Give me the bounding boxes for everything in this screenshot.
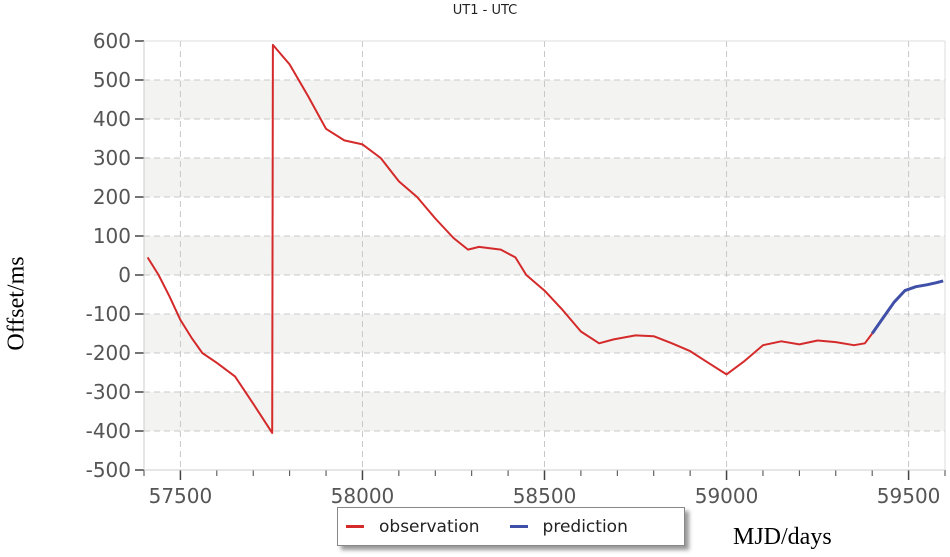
x-tick-label: 59500 — [877, 484, 941, 508]
x-tick-label: 58000 — [331, 484, 395, 508]
legend-item-prediction: prediction — [509, 516, 628, 537]
legend: observation prediction — [337, 507, 685, 546]
chart-title: UT1 - UTC — [452, 3, 518, 18]
y-tick-label: 0 — [118, 263, 131, 287]
legend-swatch-observation — [346, 525, 364, 528]
series-line-observation — [146, 43, 874, 434]
x-tick-label: 58500 — [513, 484, 577, 508]
y-tick-label: -400 — [86, 419, 131, 443]
y-tick-label: 400 — [93, 107, 131, 131]
y-tick-label: 200 — [93, 185, 131, 209]
y-tick-label: 300 — [93, 146, 131, 170]
y-tick-label: -100 — [86, 302, 131, 326]
x-tick-label: 59000 — [695, 484, 759, 508]
y-tick-label: -200 — [86, 341, 131, 365]
y-tick-label: 500 — [93, 68, 131, 92]
x-tick-label: 57500 — [149, 484, 213, 508]
x-axis-label: MJD/days — [733, 524, 832, 550]
series-line-prediction — [870, 279, 944, 335]
legend-swatch-prediction — [509, 525, 528, 528]
y-tick-label: 600 — [93, 29, 131, 53]
legend-label: prediction — [542, 516, 628, 537]
legend-label: observation — [379, 516, 480, 537]
y-axis-label: Offset/ms — [3, 256, 30, 351]
legend-item-observation: observation — [346, 517, 480, 537]
y-tick-label: 100 — [93, 224, 131, 248]
y-tick-label: -300 — [86, 380, 131, 404]
y-tick-label: -500 — [86, 458, 131, 482]
